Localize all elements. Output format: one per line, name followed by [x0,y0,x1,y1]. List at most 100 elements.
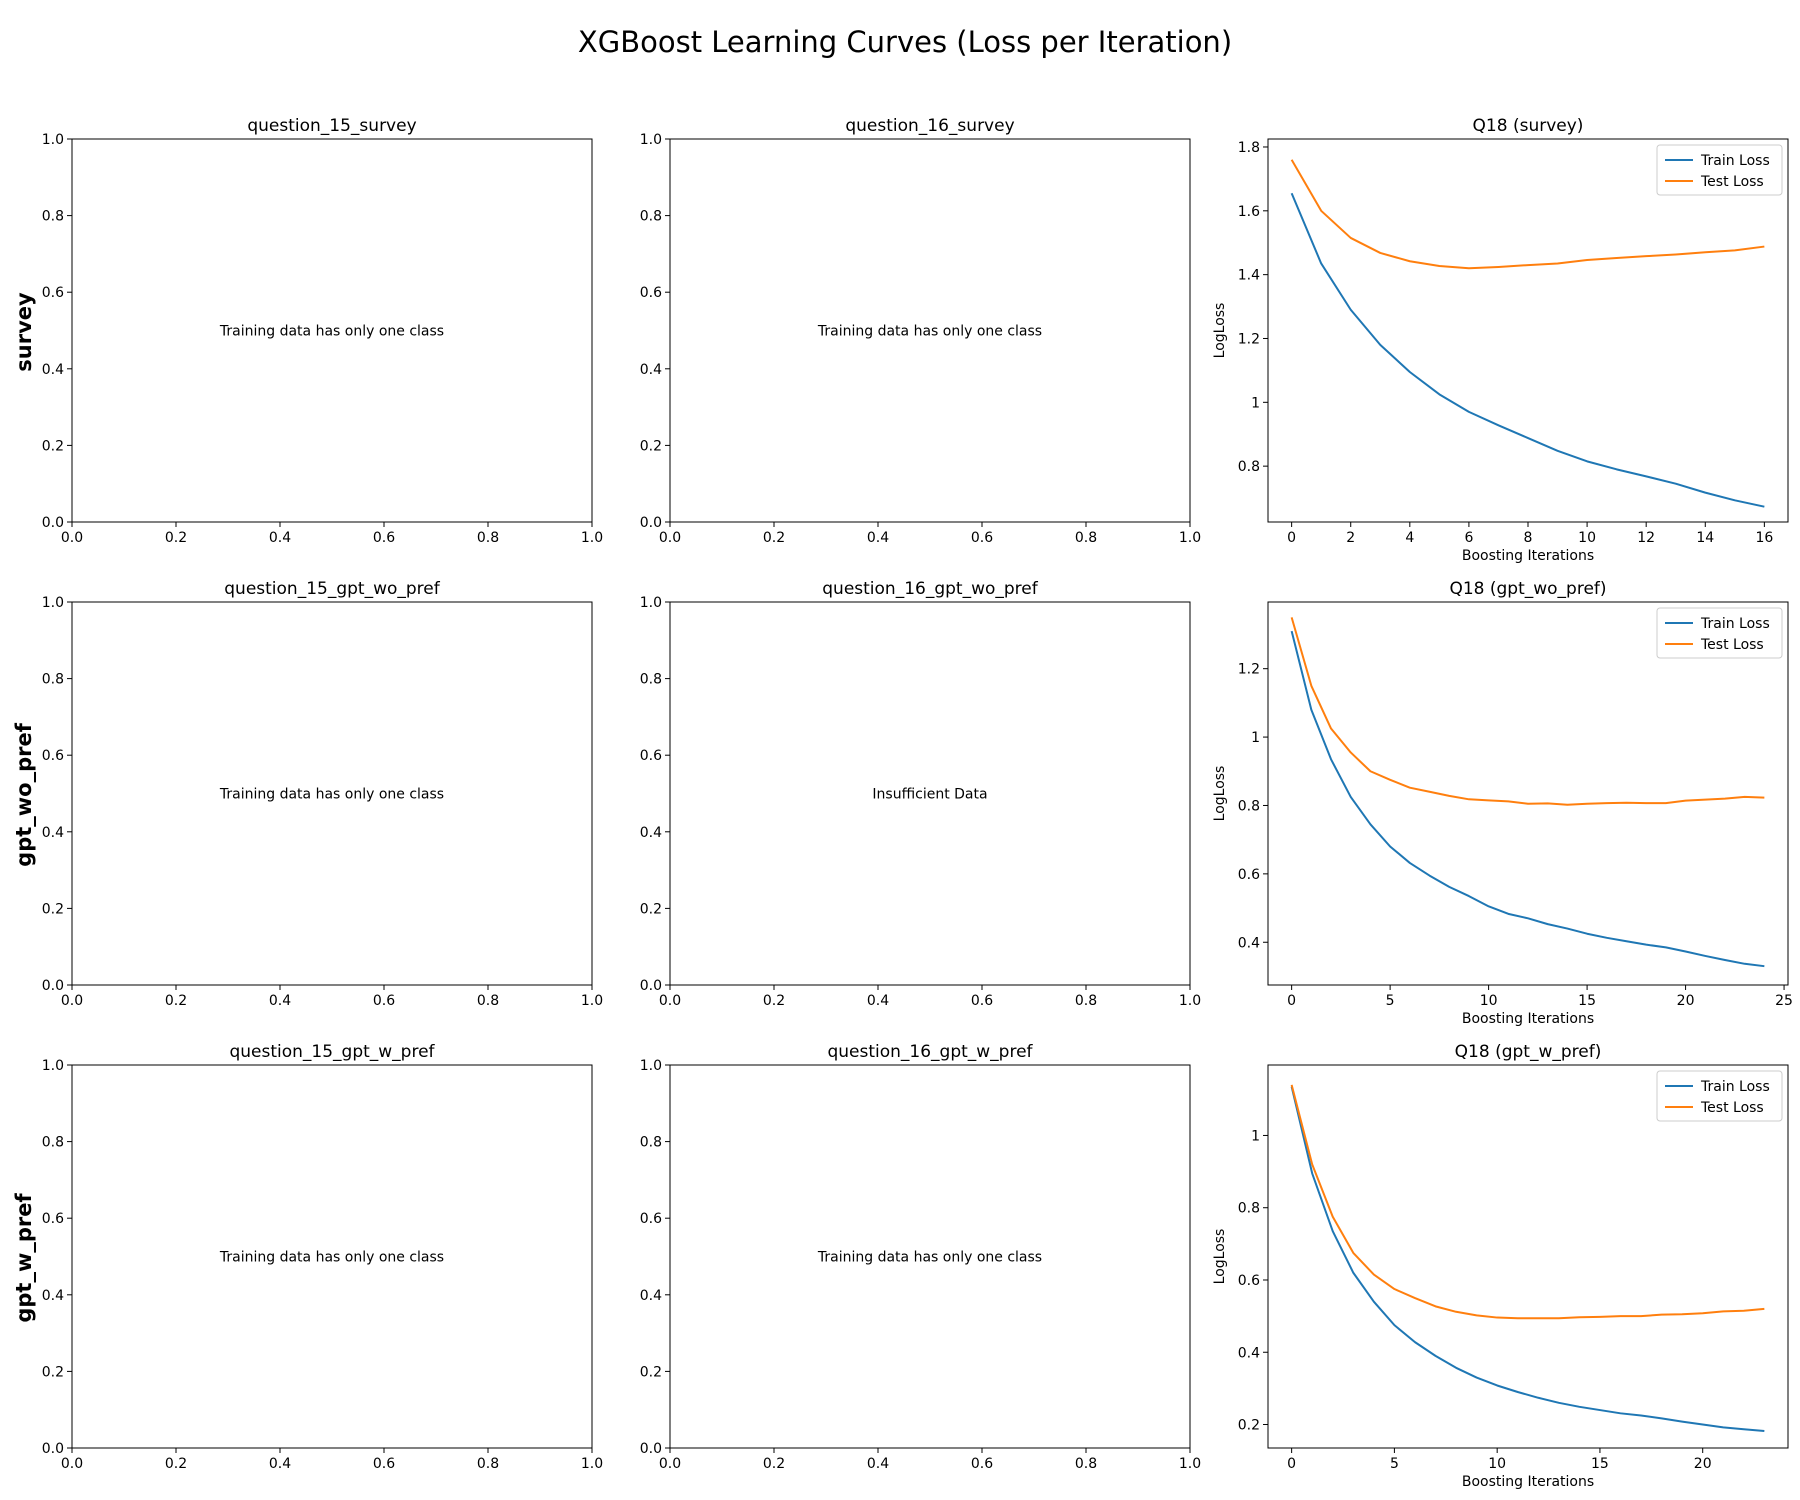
legend-box [1656,144,1783,196]
y-tick-label: 1.0 [640,595,662,611]
series-line-test [1290,159,1765,270]
x-tick-label: 0.2 [763,1456,785,1472]
legend-box [1656,607,1783,659]
legend: Train Loss Test Loss [1656,1070,1783,1122]
x-tick-label: 6 [1464,530,1473,546]
y-tick-label: 0.6 [42,748,64,764]
x-tick-label: 0.8 [1075,530,1097,546]
y-tick-label: 1.2 [1238,331,1260,347]
plot-frame [71,138,593,523]
x-tick-label: 20 [1694,1456,1712,1472]
y-tick-label: 0.8 [1238,1201,1260,1217]
series-line-test [1290,617,1765,806]
y-tick-label: 0.2 [1238,1418,1260,1434]
x-tick-label: 0.0 [61,530,83,546]
y-tick-label: 0.0 [42,978,64,994]
x-tick-label: 0.6 [971,993,993,1009]
x-axis-label: Boosting Iterations [1462,1011,1594,1027]
y-axis-label: LogLoss [1212,1229,1228,1285]
y-tick-label: 1.0 [42,595,64,611]
panel-message: Training data has only one class [219,787,444,803]
y-tick-label: 0.0 [640,1441,662,1457]
y-tick-label: 0.6 [640,748,662,764]
y-tick-label: 0.4 [1238,935,1260,951]
plot-frame [669,1064,1191,1449]
panel-title: question_16_survey [845,116,1014,136]
y-tick-label: 0.2 [640,901,662,917]
x-tick-label: 1.0 [581,993,603,1009]
x-tick-label: 0.6 [373,530,395,546]
x-tick-label: 4 [1405,530,1414,546]
panel-title: question_15_gpt_wo_pref [224,579,440,599]
panel-2: Q18 (survey) 0 2 4 6 8 10 12 14 16 0.8 1 1.2 1.4 1.6 1.… [1212,116,1789,564]
y-tick-label: 0.0 [42,515,64,531]
x-tick-label: 1.0 [581,1456,603,1472]
y-tick-label: 1 [1251,730,1260,746]
x-tick-label: 1.0 [1179,530,1201,546]
x-tick-label: 0.2 [763,993,785,1009]
x-tick-label: 1.0 [1179,993,1201,1009]
x-tick-label: 10 [1480,993,1498,1009]
panel-3: question_15_gpt_wo_pref 0.0 0.2 0.4 0.6 0.8 1.… [42,579,603,1009]
x-tick-label: 15 [1591,1456,1609,1472]
y-tick-label: 0.2 [42,438,64,454]
y-tick-label: 0.4 [42,825,64,841]
y-tick-label: 1.4 [1238,268,1260,284]
y-tick-label: 0.4 [640,1288,662,1304]
x-tick-label: 0.4 [269,1456,291,1472]
panel-5: Q18 (gpt_wo_pref) 0 5 10 15 20 25 0.4 0.6 0.8 1 1.2… [1212,579,1793,1027]
y-tick-label: 0.6 [1238,867,1260,883]
y-tick-label: 0.8 [640,1135,662,1151]
series-line-train [1290,1086,1765,1433]
y-tick-label: 1.0 [42,1058,64,1074]
y-tick-label: 1.2 [1238,662,1260,678]
panel-title: question_16_gpt_wo_pref [822,579,1038,599]
y-tick-label: 0.0 [640,978,662,994]
panel-title: question_16_gpt_w_pref [827,1042,1033,1062]
x-tick-label: 0.4 [867,1456,889,1472]
y-tick-label: 0.4 [42,1288,64,1304]
x-tick-label: 0.8 [1075,1456,1097,1472]
x-tick-label: 15 [1578,993,1596,1009]
x-tick-label: 0 [1287,993,1296,1009]
panel-1: question_16_survey 0.0 0.2 0.4 0.6 0.8 1.0 0.0 0… [640,116,1201,546]
figure-title: XGBoost Learning Curves (Loss per Iterat… [578,25,1232,59]
x-tick-label: 0.6 [971,530,993,546]
x-tick-label: 0.4 [867,993,889,1009]
panel-7: question_16_gpt_w_pref 0.0 0.2 0.4 0.6 0.8 1.0… [640,1042,1201,1472]
legend-label-train: Train Loss [1700,153,1770,169]
y-tick-label: 0.4 [42,362,64,378]
x-tick-label: 14 [1696,530,1714,546]
legend-label-test: Test Loss [1700,637,1764,653]
y-tick-label: 0.8 [42,209,64,225]
x-tick-label: 0.0 [61,993,83,1009]
y-tick-label: 1 [1251,395,1260,411]
series-line-train [1290,192,1765,508]
y-tick-label: 0.8 [42,672,64,688]
panel-message: Training data has only one class [817,1250,1042,1266]
legend-label-train: Train Loss [1700,616,1770,632]
y-tick-label: 0.4 [640,825,662,841]
y-tick-label: 0.2 [42,1364,64,1380]
legend-box [1656,1070,1783,1122]
panel-title: Q18 (gpt_w_pref) [1455,1042,1602,1062]
x-tick-label: 5 [1386,993,1395,1009]
panel-title: Q18 (gpt_wo_pref) [1449,579,1606,599]
x-tick-label: 0 [1287,530,1296,546]
x-tick-label: 0.8 [477,530,499,546]
y-tick-label: 0.8 [640,672,662,688]
x-tick-label: 0.6 [373,993,395,1009]
y-tick-label: 0.8 [1238,798,1260,814]
x-tick-label: 20 [1677,993,1695,1009]
panel-message: Training data has only one class [817,324,1042,340]
panel-message: Training data has only one class [219,324,444,340]
plot-frame [669,601,1191,986]
x-tick-label: 0.2 [763,530,785,546]
y-tick-label: 1.6 [1238,204,1260,220]
y-tick-label: 0.6 [640,1211,662,1227]
legend-label-train: Train Loss [1700,1079,1770,1095]
panel-message: Training data has only one class [219,1250,444,1266]
